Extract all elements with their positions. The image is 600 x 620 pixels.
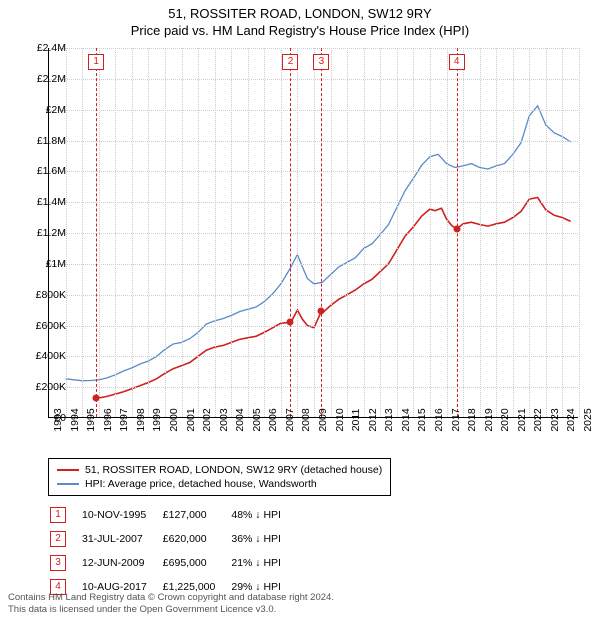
chart-container: 51, ROSSITER ROAD, LONDON, SW12 9RY Pric… <box>0 0 600 620</box>
event-date: 31-JUL-2007 <box>82 528 161 550</box>
x-tick-label: 2001 <box>185 408 197 431</box>
y-tick-label: £1.6M <box>37 165 66 177</box>
x-tick-label: 2013 <box>383 408 395 431</box>
x-tick-label: 2012 <box>367 408 379 431</box>
x-tick-label: 1995 <box>85 408 97 431</box>
y-tick-label: £1.2M <box>37 227 66 239</box>
event-pct: 48% ↓ HPI <box>231 504 295 526</box>
x-tick-label: 2021 <box>516 408 528 431</box>
event-vline <box>321 48 322 417</box>
x-tick-label: 2009 <box>317 408 329 431</box>
events-table: 1 10-NOV-1995£127,00048% ↓ HPI 2 31-JUL-200… <box>48 502 297 600</box>
y-tick-label: £400K <box>36 350 66 362</box>
title-address: 51, ROSSITER ROAD, LONDON, SW12 9RY <box>0 6 600 23</box>
y-tick-label: £800K <box>36 289 66 301</box>
legend-label: 51, ROSSITER ROAD, LONDON, SW12 9RY (det… <box>85 464 382 476</box>
footer-line: Contains HM Land Registry data © Crown c… <box>8 592 592 604</box>
x-tick-label: 2005 <box>251 408 263 431</box>
x-tick-label: 2017 <box>450 408 462 431</box>
x-tick-label: 1998 <box>135 408 147 431</box>
event-vline <box>290 48 291 417</box>
event-vline <box>96 48 97 417</box>
event-marker: 4 <box>449 54 465 70</box>
x-tick-label: 1993 <box>52 408 64 431</box>
y-tick-label: £600K <box>36 320 66 332</box>
x-tick-label: 2006 <box>267 408 279 431</box>
x-tick-label: 2011 <box>350 409 362 432</box>
sale-point <box>318 307 325 314</box>
event-price: £620,000 <box>163 528 230 550</box>
event-pct: 36% ↓ HPI <box>231 528 295 550</box>
legend-row: HPI: Average price, detached house, Wand… <box>57 477 382 491</box>
event-box: 3 <box>50 555 66 571</box>
series-price_paid <box>96 198 571 399</box>
sale-point <box>453 226 460 233</box>
legend: 51, ROSSITER ROAD, LONDON, SW12 9RY (det… <box>48 458 391 496</box>
event-marker: 2 <box>282 54 298 70</box>
event-row: 1 10-NOV-1995£127,00048% ↓ HPI <box>50 504 295 526</box>
sale-point <box>287 319 294 326</box>
x-tick-label: 2018 <box>466 408 478 431</box>
x-tick-label: 2007 <box>284 408 296 431</box>
legend-row: 51, ROSSITER ROAD, LONDON, SW12 9RY (det… <box>57 463 382 477</box>
x-tick-label: 2024 <box>565 408 577 431</box>
y-tick-label: £2.2M <box>37 73 66 85</box>
y-tick-label: £1.8M <box>37 135 66 147</box>
event-date: 12-JUN-2009 <box>82 552 161 574</box>
x-tick-label: 1997 <box>118 408 130 431</box>
event-box: 2 <box>50 531 66 547</box>
x-tick-label: 2008 <box>300 408 312 431</box>
x-tick-label: 2025 <box>582 408 594 431</box>
title-block: 51, ROSSITER ROAD, LONDON, SW12 9RY Pric… <box>0 0 600 40</box>
x-tick-label: 2000 <box>168 408 180 431</box>
x-tick-label: 2014 <box>400 408 412 431</box>
event-price: £695,000 <box>163 552 230 574</box>
event-row: 2 31-JUL-2007£620,00036% ↓ HPI <box>50 528 295 550</box>
legend-swatch <box>57 469 79 471</box>
x-tick-label: 2019 <box>483 408 495 431</box>
chart-plot-area: 1 23 4 <box>48 48 578 418</box>
event-price: £127,000 <box>163 504 230 526</box>
series-hpi <box>66 106 571 381</box>
footer-attribution: Contains HM Land Registry data © Crown c… <box>8 592 592 616</box>
x-tick-label: 2003 <box>218 408 230 431</box>
x-tick-label: 1996 <box>102 408 114 431</box>
event-marker: 3 <box>313 54 329 70</box>
x-tick-label: 2002 <box>201 408 213 431</box>
x-tick-label: 2004 <box>234 408 246 431</box>
x-tick-label: 1994 <box>69 408 81 431</box>
event-marker: 1 <box>88 54 104 70</box>
event-pct: 21% ↓ HPI <box>231 552 295 574</box>
x-tick-label: 2023 <box>549 408 561 431</box>
legend-label: HPI: Average price, detached house, Wand… <box>85 478 317 490</box>
y-tick-label: £2M <box>46 104 66 116</box>
y-tick-label: £2.4M <box>37 42 66 54</box>
x-tick-label: 2020 <box>499 408 511 431</box>
x-tick-label: 2015 <box>416 408 428 431</box>
event-box: 1 <box>50 507 66 523</box>
y-tick-label: £1M <box>46 258 66 270</box>
event-date: 10-NOV-1995 <box>82 504 161 526</box>
legend-swatch <box>57 483 79 485</box>
y-tick-label: £1.4M <box>37 196 66 208</box>
title-subtitle: Price paid vs. HM Land Registry's House … <box>0 23 600 40</box>
sale-point <box>93 395 100 402</box>
x-tick-label: 2022 <box>532 408 544 431</box>
event-row: 3 12-JUN-2009£695,00021% ↓ HPI <box>50 552 295 574</box>
y-tick-label: £200K <box>36 381 66 393</box>
x-tick-label: 1999 <box>151 408 163 431</box>
x-tick-label: 2016 <box>433 408 445 431</box>
footer-line: This data is licensed under the Open Gov… <box>8 604 592 616</box>
x-tick-label: 2010 <box>334 408 346 431</box>
